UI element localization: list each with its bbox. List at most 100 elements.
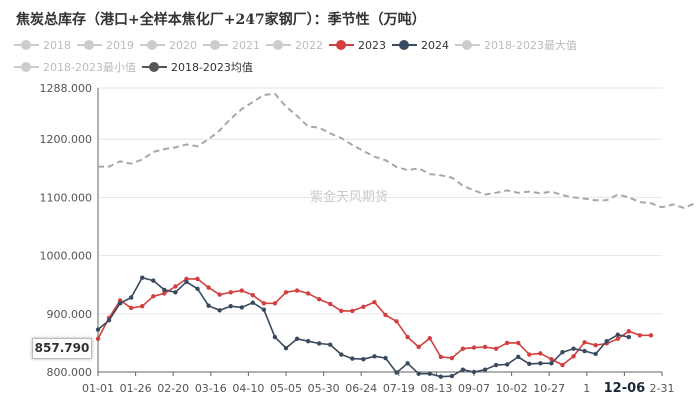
series-line-2023	[97, 278, 651, 366]
legend-marker-icon	[77, 38, 102, 52]
data-point-2024	[350, 356, 355, 361]
data-point-2023	[593, 343, 598, 348]
legend-item-2021[interactable]: 2021	[203, 36, 260, 54]
data-point-2023	[560, 362, 565, 368]
data-point-2024	[394, 370, 399, 375]
legend-marker-icon	[140, 38, 165, 52]
data-point-2023	[626, 329, 632, 334]
legend-marker-icon	[141, 60, 167, 74]
tick-labels: 800.000900.0001000.0001100.0001200.00012…	[40, 82, 675, 396]
data-point-2024	[482, 367, 488, 372]
data-point-2023	[140, 304, 145, 309]
data-point-2024	[106, 318, 112, 323]
legend-label: 2018-2023最小值	[43, 61, 136, 74]
data-point-2023	[361, 304, 366, 310]
data-point-2024	[438, 374, 444, 379]
data-point-2024	[571, 346, 576, 351]
data-point-2023	[449, 355, 455, 361]
data-point-2024	[604, 338, 609, 344]
data-point-2023	[615, 336, 620, 342]
series-line-2024	[97, 276, 629, 378]
x-tick-label: 09-07	[458, 382, 490, 395]
data-point-2023	[471, 345, 477, 350]
data-point-2024	[560, 350, 565, 355]
legend-item-2018-2023均值[interactable]: 2018-2023均值	[141, 58, 253, 76]
y-tick-label: 1288.000	[40, 82, 93, 95]
legend-item-2020[interactable]: 2020	[140, 36, 197, 54]
data-point-2023	[272, 301, 278, 306]
legend-item-2018[interactable]: 2018	[14, 36, 71, 54]
x-tick-label: 10-02	[496, 382, 528, 395]
data-point-2023	[95, 336, 101, 342]
data-point-2023	[637, 333, 643, 338]
x-tick-label: 10-27	[533, 382, 565, 395]
legend-item-2018-2023最小值[interactable]: 2018-2023最小值	[14, 58, 136, 76]
legend-label: 2020	[169, 38, 197, 52]
data-point-2023	[394, 319, 399, 324]
data-point-2024	[615, 332, 620, 337]
data-point-2024	[593, 351, 598, 357]
data-point-2024	[361, 356, 366, 362]
legend-label: 2023	[358, 38, 386, 52]
data-point-2023	[128, 305, 134, 311]
legend-label: 2018	[43, 38, 71, 52]
legend-marker-icon	[392, 38, 417, 52]
data-point-2024	[339, 352, 344, 357]
data-point-2024	[427, 371, 432, 376]
legend-label: 2022	[295, 38, 323, 52]
legend-label: 2018-2023均值	[170, 61, 253, 74]
x-tick-label: 04-10	[232, 382, 264, 395]
current-value-label: 857.790	[32, 338, 92, 359]
axes	[97, 88, 663, 376]
y-tick-label: 1100.000	[40, 191, 93, 204]
data-point-2023	[648, 333, 654, 338]
grid-lines	[98, 87, 662, 373]
data-point-2024	[383, 355, 388, 361]
x-tick-label: 2-31	[650, 382, 675, 395]
data-point-2023	[294, 288, 300, 293]
legend-marker-icon	[203, 38, 228, 52]
data-point-2024	[471, 369, 477, 375]
data-point-2023	[372, 299, 377, 305]
data-point-2023	[527, 352, 532, 357]
data-point-2023	[173, 284, 178, 289]
legend-item-2022[interactable]: 2022	[266, 36, 323, 54]
legend: 2018 2019 2020 2021 2022 2023 2024 2018-2023最大值…	[14, 36, 694, 80]
data-point-2024	[294, 336, 300, 342]
legend-item-2019[interactable]: 2019	[77, 36, 134, 54]
data-point-2023	[217, 292, 222, 297]
data-point-2023	[283, 290, 289, 295]
data-point-2023	[328, 301, 333, 307]
data-point-2024	[316, 341, 322, 346]
data-point-2024	[516, 354, 521, 360]
data-point-2024	[372, 354, 377, 359]
data-point-2023	[305, 291, 311, 296]
data-point-2023	[582, 340, 587, 345]
data-point-2024	[272, 334, 278, 340]
data-point-2023	[504, 340, 510, 346]
data-point-2024	[582, 348, 587, 354]
data-point-2024	[250, 300, 256, 305]
legend-item-2023[interactable]: 2023	[329, 36, 386, 54]
legend-item-2024[interactable]: 2024	[392, 36, 449, 54]
x-tick-label: 12-06	[604, 381, 646, 396]
y-tick-label: 1200.000	[40, 133, 93, 146]
data-point-2023	[383, 312, 388, 318]
legend-label: 2018-2023最大值	[484, 39, 577, 52]
data-point-2023	[482, 344, 488, 350]
data-point-2023	[206, 285, 211, 290]
legend-item-2018-2023最大值[interactable]: 2018-2023最大值	[455, 36, 577, 54]
data-point-2024	[328, 342, 333, 347]
data-point-2023	[261, 301, 267, 306]
data-point-2023	[438, 354, 444, 360]
legend-label: 2024	[421, 38, 449, 52]
data-point-2024	[460, 367, 466, 372]
data-point-2024	[184, 279, 189, 284]
data-point-2024	[527, 361, 532, 367]
legend-label: 2019	[106, 38, 134, 52]
data-point-2023	[250, 292, 256, 298]
data-point-2024	[538, 361, 543, 366]
data-point-2024	[128, 295, 134, 300]
data-point-2023	[427, 336, 432, 341]
data-point-2023	[239, 288, 244, 293]
